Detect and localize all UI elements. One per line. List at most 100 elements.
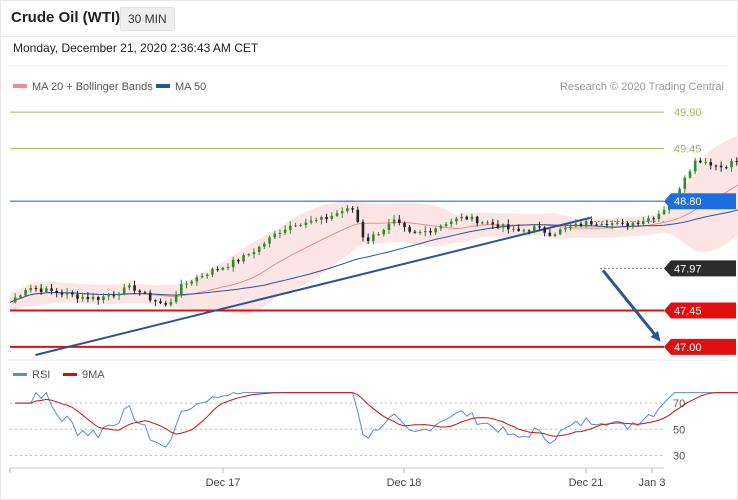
price-badge-3 [664, 260, 736, 277]
candle-body [299, 225, 302, 227]
candle-body [460, 216, 463, 219]
price-label-3: 47.97 [674, 263, 702, 275]
candle-body [475, 216, 479, 224]
candle-body [569, 226, 572, 228]
candle-body [527, 230, 531, 232]
candle-body [595, 224, 598, 226]
candle-body [449, 221, 453, 225]
candle-body [96, 296, 100, 301]
candle-body [429, 231, 432, 233]
candle-body [117, 294, 121, 296]
candle-body [486, 222, 489, 224]
price-label-1: 49.45 [674, 144, 702, 156]
rsi-tick-70: 70 [673, 398, 685, 410]
candle-body [647, 218, 650, 222]
candle-body [491, 222, 495, 225]
candle-body [553, 234, 557, 236]
candle-body [50, 288, 53, 291]
candle-body [237, 259, 240, 262]
rsi-tick-30: 30 [673, 450, 685, 462]
candle-body [351, 208, 354, 210]
x-label-1: Dec 18 [387, 477, 422, 489]
candle-body [558, 229, 562, 235]
x-label-2: Dec 21 [569, 477, 604, 489]
price-badge-5 [664, 338, 736, 355]
candle-body [128, 285, 131, 288]
candle-body [340, 211, 344, 214]
candle-body [289, 225, 292, 230]
candle-body [29, 287, 33, 291]
instrument-title: Crude Oil (WTI) [11, 9, 121, 26]
candle-body [657, 213, 661, 219]
candle-body [13, 297, 17, 303]
candle-body [24, 290, 27, 296]
candle-body [735, 160, 738, 162]
candle-body [174, 294, 178, 302]
candle-body [304, 222, 308, 226]
candle-body [314, 219, 318, 221]
candle-body [154, 300, 157, 302]
projection-arrow-head [650, 330, 661, 342]
candle-body [164, 303, 168, 305]
price-levels [10, 111, 664, 348]
candle-body [231, 259, 235, 268]
x-label-3: Jan 3 [639, 477, 666, 489]
candle-body [621, 222, 624, 224]
candle-body [320, 217, 323, 220]
candle-body [247, 254, 251, 256]
price-label-2: 48.80 [674, 196, 702, 208]
candle-body [143, 292, 147, 294]
candle-body [148, 292, 152, 301]
candle-body [294, 225, 297, 227]
rsi-tick-50: 50 [673, 424, 685, 436]
candle-body [574, 223, 578, 227]
candle-body [719, 165, 723, 168]
candle-body [387, 223, 391, 230]
candle-body [133, 285, 136, 291]
candle-body [242, 255, 245, 262]
candle-body [714, 165, 718, 167]
timestamp: Monday, December 21, 2020 2:36:43 AM CET [13, 41, 259, 55]
candle-body [335, 213, 339, 216]
candle-body [709, 162, 713, 166]
candle-body [579, 223, 583, 227]
candle-body [65, 292, 69, 295]
candle-body [361, 221, 365, 238]
candle-body [159, 301, 162, 304]
candle-body [263, 243, 266, 247]
candle-body [564, 227, 567, 230]
candle-body [605, 223, 609, 225]
candle-body [652, 218, 655, 220]
candle-body [496, 224, 500, 228]
candle-body [636, 222, 640, 225]
x-label-0: Dec 17 [206, 477, 241, 489]
candle-body [366, 237, 370, 241]
candle-body [501, 224, 505, 228]
candle-body [34, 287, 38, 289]
rsi-legend-swatch [13, 373, 27, 376]
price-label-4: 47.45 [674, 305, 702, 317]
candle-body [356, 209, 360, 222]
candle-body [538, 226, 541, 228]
candle-body [252, 252, 256, 255]
trendline-group [35, 216, 661, 356]
candle-body [309, 220, 313, 223]
candle-body [444, 224, 448, 226]
timeframe-badge[interactable]: 30 MIN [120, 7, 175, 31]
candle-body [55, 290, 59, 293]
candle-body [377, 234, 380, 236]
candle-body [330, 215, 334, 219]
candle-body [610, 223, 614, 225]
candle-body [725, 167, 728, 169]
candle-body [346, 208, 349, 212]
support-trendline [35, 216, 593, 356]
price-badge-2 [664, 193, 736, 210]
candle-body [211, 269, 214, 275]
candle-body [112, 295, 116, 297]
candle-body [283, 229, 287, 233]
candle-body [693, 160, 697, 172]
candle-body [481, 222, 484, 224]
ma9-legend-label: 9MA [82, 369, 105, 381]
candle-body [423, 231, 427, 233]
candle-body [169, 301, 173, 305]
